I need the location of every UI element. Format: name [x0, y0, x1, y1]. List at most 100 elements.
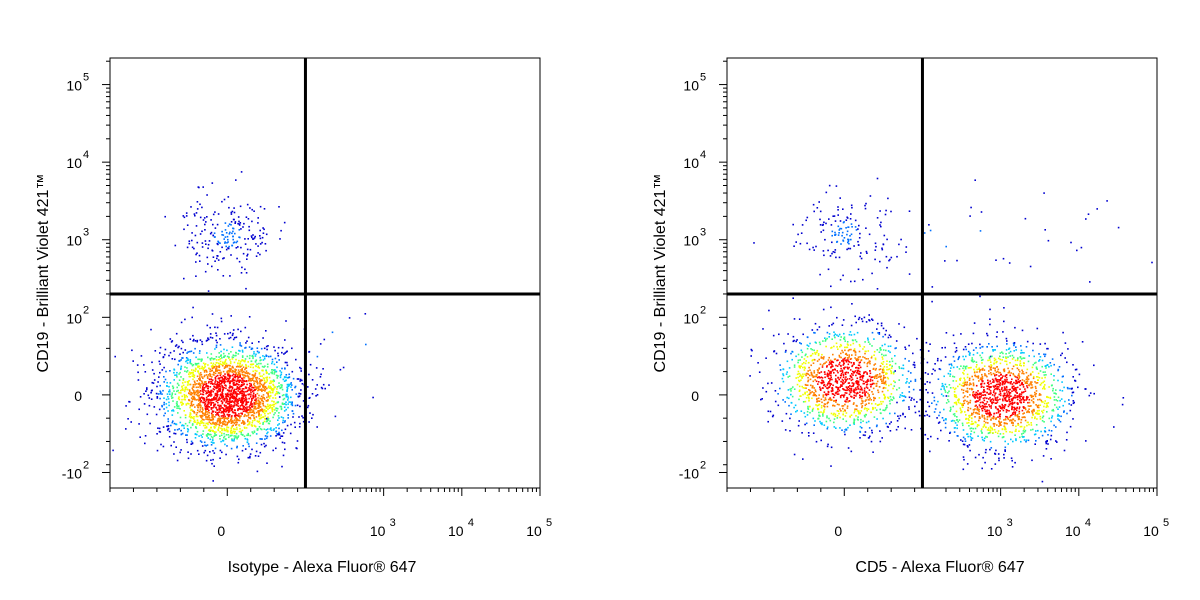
event-dot: [262, 394, 265, 396]
event-dot: [850, 334, 853, 336]
event-dot: [805, 353, 807, 356]
event-dot: [867, 408, 870, 410]
event-dot: [234, 374, 237, 376]
event-dot: [187, 359, 189, 361]
event-dot: [240, 246, 242, 249]
event-dot: [186, 388, 189, 391]
event-dot: [245, 365, 247, 367]
event-dot: [1015, 346, 1017, 348]
event-dot: [166, 393, 169, 395]
event-dot: [164, 348, 167, 351]
event-dot: [838, 389, 841, 392]
event-dot: [205, 426, 208, 428]
event-dot: [819, 388, 822, 390]
event-dot: [202, 424, 205, 427]
event-dot: [889, 351, 891, 354]
event-dot: [833, 405, 836, 407]
event-dot: [889, 364, 892, 366]
event-dot: [861, 389, 863, 391]
event-dot: [876, 374, 879, 376]
event-dot: [229, 385, 231, 387]
event-dot: [212, 234, 215, 237]
event-dot: [228, 378, 230, 380]
event-dot: [221, 392, 224, 394]
event-dot: [927, 438, 929, 440]
event-dot: [193, 418, 195, 420]
event-dot: [235, 366, 238, 368]
event-dot: [137, 371, 139, 374]
event-dot: [237, 328, 239, 331]
event-dot: [285, 393, 287, 396]
event-dot: [843, 332, 845, 335]
event-dot: [147, 394, 150, 397]
event-dot: [962, 367, 964, 370]
event-dot: [278, 431, 280, 434]
event-dot: [789, 388, 792, 390]
event-dot: [1035, 361, 1037, 364]
event-dot: [224, 408, 227, 411]
event-dot: [230, 447, 233, 450]
event-dot: [816, 374, 818, 376]
event-dot: [224, 384, 227, 386]
event-dot: [825, 394, 828, 397]
event-dot: [818, 411, 820, 414]
event-dot: [989, 308, 991, 311]
event-dot: [809, 369, 811, 371]
event-dot: [186, 246, 189, 249]
event-dot: [972, 409, 975, 411]
event-dot: [220, 415, 223, 417]
event-dot: [958, 355, 961, 358]
event-dot: [869, 378, 872, 381]
event-dot: [803, 361, 805, 364]
event-dot: [221, 451, 223, 454]
event-dot: [219, 374, 222, 376]
event-dot: [244, 326, 247, 329]
event-dot: [203, 367, 205, 369]
event-dot: [892, 396, 895, 398]
event-dot: [983, 423, 986, 426]
event-dot: [228, 357, 230, 359]
event-dot: [858, 364, 861, 367]
event-dot: [215, 359, 218, 361]
event-dot: [253, 237, 256, 239]
event-dot: [210, 444, 213, 446]
event-dot: [259, 428, 262, 430]
event-dot: [861, 377, 864, 379]
event-dot: [1039, 394, 1042, 396]
event-dot: [253, 412, 255, 414]
event-dot: [235, 391, 237, 393]
event-dot: [274, 369, 276, 371]
quadrant-gate-lines: [110, 58, 540, 488]
event-dot: [246, 409, 249, 412]
event-dot: [151, 369, 154, 371]
event-dot: [891, 360, 894, 363]
event-dot: [854, 387, 857, 389]
event-dot: [233, 404, 236, 406]
event-dot: [887, 389, 889, 392]
event-dot: [236, 436, 239, 439]
event-dot: [787, 376, 789, 378]
event-dot: [130, 421, 132, 423]
event-dot: [365, 343, 367, 346]
event-dot: [1026, 382, 1029, 385]
event-dot: [1001, 428, 1004, 430]
event-dot: [291, 401, 293, 403]
event-dot: [231, 438, 233, 440]
event-dot: [828, 333, 831, 335]
event-dot: [847, 360, 850, 363]
event-dot: [809, 392, 812, 394]
event-dot: [192, 423, 194, 425]
event-dot: [294, 404, 297, 407]
event-dot: [1057, 379, 1059, 382]
event-dot: [1011, 399, 1014, 402]
event-dot: [229, 361, 232, 363]
event-dot: [205, 459, 208, 462]
event-dot: [895, 340, 898, 342]
event-dot: [224, 397, 226, 400]
event-dot: [227, 414, 229, 416]
event-dot: [210, 402, 213, 404]
event-dot: [262, 410, 264, 413]
event-dot: [862, 348, 864, 350]
event-dot: [213, 435, 215, 437]
event-dot: [963, 381, 965, 384]
